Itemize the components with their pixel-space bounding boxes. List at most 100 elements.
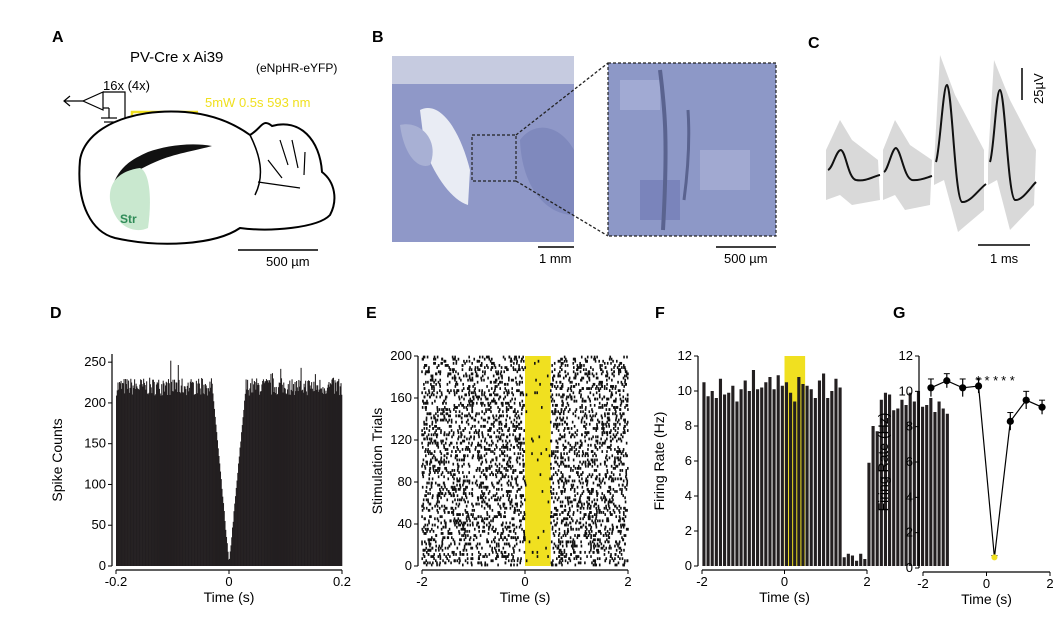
histogram-bar bbox=[243, 409, 245, 566]
histogram-bar bbox=[120, 380, 122, 566]
histogram-bar bbox=[291, 379, 293, 566]
histogram-bar bbox=[216, 440, 218, 566]
y-tick-label: 200 bbox=[84, 395, 106, 410]
histogram-bar bbox=[155, 384, 157, 566]
x-tick-label: 2 bbox=[863, 574, 870, 589]
histogram-bar bbox=[202, 393, 204, 566]
histogram-bar bbox=[270, 373, 272, 566]
y-tick-label: 50 bbox=[92, 517, 106, 532]
histogram-bar bbox=[234, 503, 236, 566]
histogram-bar bbox=[145, 389, 147, 566]
histogram-bar bbox=[164, 385, 167, 566]
histogram-bar bbox=[242, 417, 244, 566]
brain-sagittal-icon: Str bbox=[78, 110, 336, 245]
histogram-bar bbox=[125, 384, 127, 566]
histogram-bar bbox=[158, 379, 160, 566]
histogram-bar bbox=[200, 394, 202, 566]
histogram-bar bbox=[221, 488, 223, 566]
histogram-bar bbox=[320, 388, 322, 566]
histogram-bar bbox=[159, 393, 161, 566]
histogram-bar bbox=[185, 389, 187, 566]
histogram-bar bbox=[132, 385, 134, 566]
histogram-bar bbox=[136, 386, 138, 566]
histogram-bar bbox=[125, 379, 127, 566]
histogram-bar bbox=[277, 393, 279, 566]
histogram-bar bbox=[130, 378, 132, 566]
histogram-bar bbox=[143, 382, 145, 566]
histogram-bar bbox=[177, 365, 179, 566]
panel-b-label: B bbox=[372, 29, 384, 46]
y-axis-label: Firing Rate (Hz) bbox=[875, 413, 891, 512]
histogram-bar bbox=[217, 448, 219, 566]
histogram-bar bbox=[235, 487, 237, 566]
histogram-bar bbox=[201, 377, 203, 566]
firing-rate-bar bbox=[867, 462, 871, 566]
histogram-bar bbox=[268, 380, 270, 566]
firing-rate-bar bbox=[793, 401, 797, 566]
firing-rate-bar bbox=[764, 382, 768, 566]
firing-rate-bar bbox=[789, 392, 793, 566]
y-tick-label: 150 bbox=[84, 436, 106, 451]
histogram-bar bbox=[164, 391, 166, 566]
histogram-bar bbox=[118, 389, 120, 566]
histogram-bar bbox=[239, 447, 241, 566]
y-tick-label: 4 bbox=[685, 488, 692, 503]
histogram-bar bbox=[320, 388, 322, 566]
histogram-bar bbox=[121, 388, 123, 566]
x-tick-label: -2 bbox=[917, 576, 929, 591]
histogram-bar bbox=[338, 395, 341, 566]
scale-label-b-left: 1 mm bbox=[539, 251, 572, 266]
histogram-bar bbox=[305, 380, 307, 566]
x-axis-label: Time (s) bbox=[204, 589, 255, 605]
histogram-bar bbox=[323, 393, 325, 566]
histogram-bar bbox=[219, 471, 222, 566]
firing-rate-bar bbox=[879, 399, 883, 566]
histogram-bar bbox=[287, 389, 289, 566]
rate-point bbox=[974, 382, 983, 390]
firing-rate-bar bbox=[883, 392, 888, 566]
histogram-bar bbox=[313, 381, 315, 566]
histogram-bar bbox=[332, 377, 335, 566]
y-tick-label: 250 bbox=[84, 354, 106, 369]
waveform-3 bbox=[935, 83, 987, 203]
histogram-bar bbox=[261, 384, 263, 566]
y-tick-label: 120 bbox=[390, 432, 412, 447]
histogram-bar bbox=[190, 379, 192, 566]
firing-rate-bar bbox=[772, 389, 776, 566]
histogram-bar bbox=[278, 382, 280, 566]
histogram-bar bbox=[311, 382, 313, 566]
histogram-bar bbox=[226, 543, 228, 566]
histogram-bar bbox=[223, 510, 225, 566]
histogram-bar bbox=[332, 378, 334, 566]
histogram-bar bbox=[131, 382, 133, 566]
histogram-bar bbox=[277, 387, 280, 566]
amplifier-gain-label: 16x (4x) bbox=[103, 78, 150, 93]
histogram-bar bbox=[290, 389, 292, 566]
histogram-bar bbox=[252, 392, 254, 566]
histogram-bar bbox=[304, 387, 306, 566]
histogram-bar bbox=[317, 391, 319, 566]
firing-rate-bar bbox=[822, 373, 826, 566]
firing-rate-bar bbox=[706, 396, 710, 566]
histogram-bar bbox=[131, 394, 133, 566]
histogram-bar bbox=[127, 388, 129, 566]
x-tick-label: -0.2 bbox=[105, 574, 127, 589]
histogram-bar bbox=[281, 384, 283, 566]
histogram-bar bbox=[321, 392, 323, 566]
histogram-bar bbox=[272, 378, 274, 566]
histogram-bar bbox=[257, 382, 259, 566]
y-axis-label: Firing Rate (Hz) bbox=[651, 412, 667, 511]
histogram-bar bbox=[174, 389, 176, 566]
histogram-bar bbox=[287, 384, 289, 566]
firing-rate-bar bbox=[892, 410, 896, 566]
histogram-bar bbox=[201, 378, 203, 566]
histogram-bar bbox=[162, 380, 164, 566]
histogram-bar bbox=[218, 455, 220, 566]
histogram-bar bbox=[330, 384, 332, 566]
histogram-bar bbox=[210, 387, 212, 566]
y-tick-label: 6 bbox=[685, 453, 692, 468]
histogram-bar bbox=[256, 385, 258, 566]
histogram-bar bbox=[295, 391, 297, 566]
histogram-bar bbox=[126, 379, 128, 566]
histogram-bar bbox=[182, 392, 184, 566]
